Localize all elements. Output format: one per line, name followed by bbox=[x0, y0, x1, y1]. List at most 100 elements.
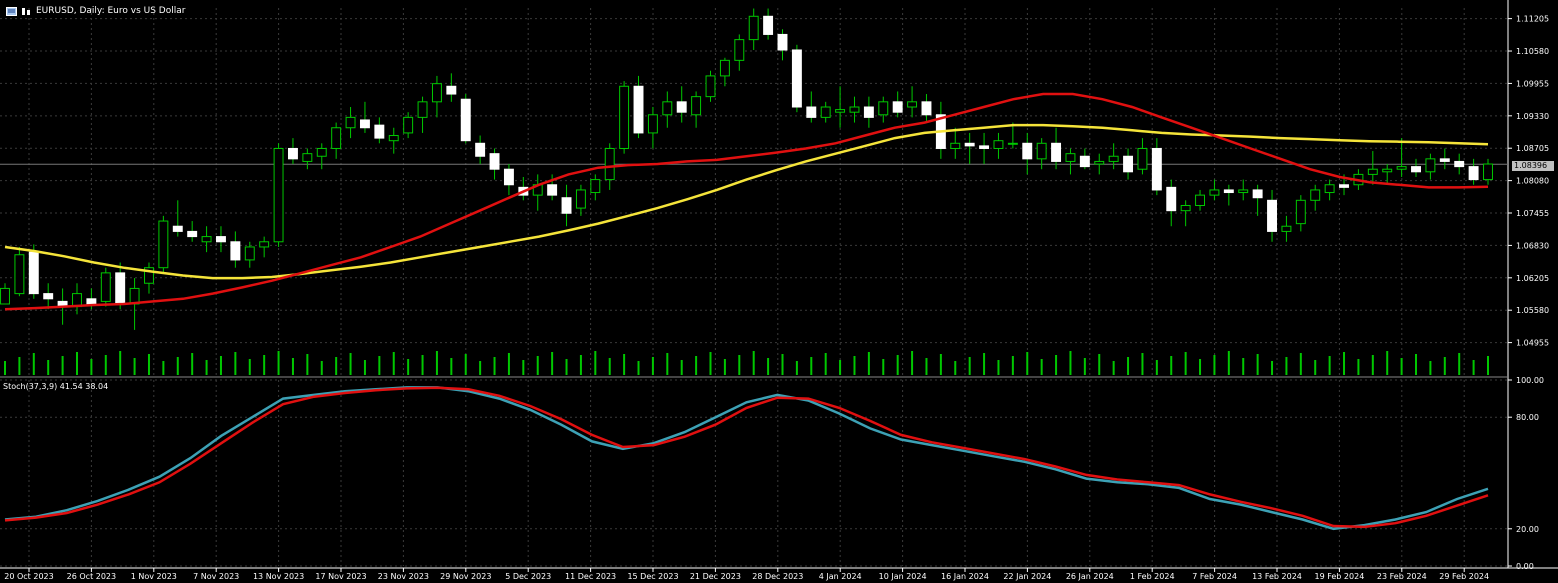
candle-body bbox=[1411, 166, 1421, 173]
candle-body bbox=[259, 241, 270, 248]
chart-type-icon bbox=[22, 7, 30, 15]
candle-body bbox=[1195, 194, 1206, 206]
candle-body bbox=[1468, 166, 1479, 181]
candle-body bbox=[1022, 142, 1033, 160]
candle-body bbox=[1036, 142, 1047, 160]
candle-body bbox=[1209, 189, 1220, 196]
current-price-tag: 1.08396 bbox=[1512, 161, 1554, 171]
chart-header: EURUSD, Daily: Euro vs US Dollar bbox=[6, 4, 185, 18]
candle-body bbox=[460, 98, 471, 142]
candle-body bbox=[359, 119, 370, 129]
time-tick-label: 29 Feb 2024 bbox=[1439, 572, 1489, 581]
price-tick-label: 1.09330 bbox=[1516, 112, 1549, 121]
time-tick-label: 1 Feb 2024 bbox=[1130, 572, 1175, 581]
candle-body bbox=[662, 101, 673, 116]
candle-body bbox=[719, 59, 730, 77]
candle-body bbox=[0, 287, 10, 305]
chart-window-icon bbox=[6, 6, 17, 16]
candle-body bbox=[1238, 189, 1249, 194]
candle-body bbox=[201, 236, 212, 243]
candle-body bbox=[806, 106, 817, 118]
candle-body bbox=[216, 236, 226, 243]
candle-body bbox=[1137, 147, 1148, 170]
time-tick-label: 19 Feb 2024 bbox=[1315, 572, 1365, 581]
time-tick-label: 28 Dec 2023 bbox=[752, 572, 803, 581]
candle-body bbox=[1454, 160, 1465, 168]
candle-body bbox=[964, 142, 975, 147]
candle-body bbox=[1252, 189, 1263, 199]
candle-body bbox=[417, 101, 428, 118]
time-tick-label: 10 Jan 2024 bbox=[879, 572, 927, 581]
time-tick-label: 13 Feb 2024 bbox=[1252, 572, 1302, 581]
time-tick-label: 26 Oct 2023 bbox=[67, 572, 116, 581]
time-tick-label: 23 Feb 2024 bbox=[1377, 572, 1427, 581]
candle-body bbox=[331, 127, 342, 149]
candle-body bbox=[863, 106, 874, 118]
candle-body bbox=[1123, 155, 1134, 173]
candle-body bbox=[705, 75, 716, 98]
candle-body bbox=[1324, 184, 1335, 194]
stoch-title: Stoch(37,3,9) 41.54 38.04 bbox=[3, 382, 109, 391]
candle-body bbox=[446, 85, 457, 95]
candle-body bbox=[590, 179, 601, 194]
candle-body bbox=[172, 225, 183, 232]
candle-body bbox=[503, 168, 514, 186]
candle-body bbox=[547, 184, 558, 196]
time-tick-label: 22 Jan 2024 bbox=[1003, 572, 1051, 581]
candle-body bbox=[14, 254, 25, 295]
candle-body bbox=[28, 251, 39, 295]
candle-body bbox=[374, 124, 385, 139]
candle-body bbox=[561, 197, 572, 214]
stoch-signal-line bbox=[4, 386, 1489, 529]
candle-body bbox=[748, 15, 759, 41]
candle-body bbox=[1396, 166, 1407, 170]
moving-average-fast-line bbox=[4, 92, 1489, 311]
candle-body bbox=[1108, 155, 1119, 162]
candle-body bbox=[431, 83, 442, 103]
time-tick-label: 15 Dec 2023 bbox=[627, 572, 678, 581]
time-tick-label: 13 Nov 2023 bbox=[253, 572, 304, 581]
stoch-tick-label: 0.00 bbox=[1516, 562, 1534, 571]
candle-body bbox=[993, 140, 1004, 149]
candle-body bbox=[921, 101, 932, 116]
price-tick-label: 1.07455 bbox=[1516, 209, 1549, 218]
candle-body bbox=[1065, 153, 1076, 162]
candle-body bbox=[604, 147, 615, 181]
candle-body bbox=[878, 101, 889, 116]
time-tick-label: 21 Dec 2023 bbox=[690, 572, 741, 581]
moving-average-slow-line bbox=[4, 123, 1489, 280]
price-tick-label: 1.06205 bbox=[1516, 274, 1549, 283]
time-tick-label: 5 Dec 2023 bbox=[505, 572, 551, 581]
candle-body bbox=[907, 101, 918, 108]
candle-body bbox=[1310, 189, 1321, 201]
stoch-main-line bbox=[4, 386, 1489, 531]
candle-body bbox=[43, 293, 54, 300]
chart-title: EURUSD, Daily: Euro vs US Dollar bbox=[36, 6, 186, 16]
candle-body bbox=[1382, 168, 1393, 173]
stoch-tick-label: 80.00 bbox=[1516, 413, 1539, 422]
price-tick-label: 1.08705 bbox=[1516, 144, 1549, 153]
candle-body bbox=[316, 147, 327, 157]
candle-body bbox=[950, 142, 961, 149]
time-tick-label: 1 Nov 2023 bbox=[131, 572, 177, 581]
candle-body bbox=[1425, 158, 1436, 173]
candle-body bbox=[849, 106, 860, 113]
time-tick-label: 23 Nov 2023 bbox=[378, 572, 429, 581]
candle-body bbox=[979, 145, 990, 149]
candle-body bbox=[835, 109, 846, 113]
time-tick-label: 26 Jan 2024 bbox=[1066, 572, 1114, 581]
price-tick-label: 1.05580 bbox=[1516, 306, 1549, 315]
candle-body bbox=[691, 96, 702, 116]
candle-body bbox=[647, 114, 658, 134]
candle-body bbox=[619, 85, 630, 149]
candle-body bbox=[1051, 142, 1062, 162]
time-tick-label: 7 Nov 2023 bbox=[193, 572, 239, 581]
candle-body bbox=[244, 246, 255, 261]
time-tick-label: 20 Oct 2023 bbox=[4, 572, 53, 581]
candle-body bbox=[777, 33, 788, 51]
candle-body bbox=[115, 272, 126, 305]
candle-body bbox=[287, 147, 298, 160]
price-tick-label: 1.10580 bbox=[1516, 47, 1549, 56]
candle-body bbox=[100, 272, 111, 302]
